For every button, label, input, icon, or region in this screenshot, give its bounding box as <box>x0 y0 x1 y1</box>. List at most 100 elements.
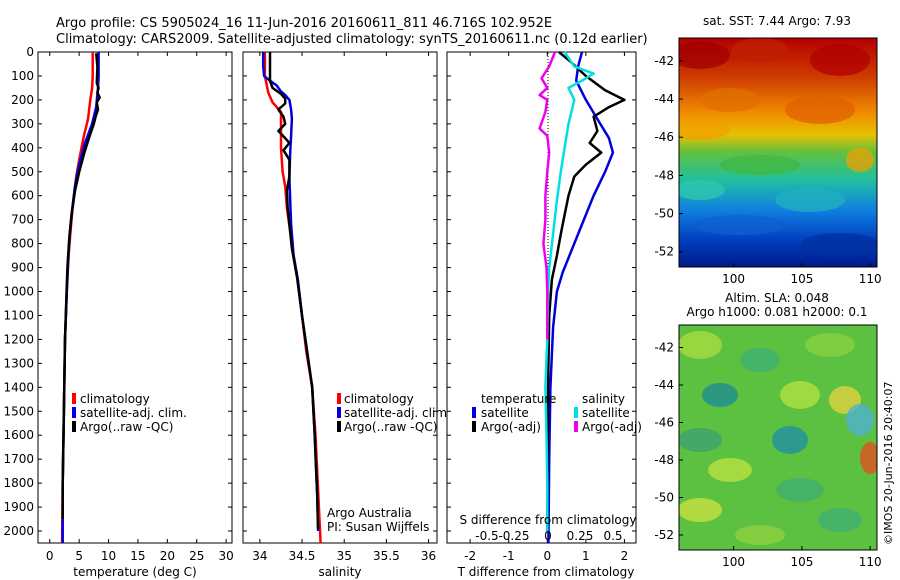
series-line <box>547 51 615 544</box>
map-xtick-label: 100 <box>722 555 745 569</box>
legend-s-argo: Argo(-adj) <box>582 420 642 434</box>
ytick-label: 1900 <box>3 500 34 514</box>
temperature-axes-box <box>37 51 233 544</box>
sla-texture <box>846 404 874 436</box>
ytick-label: 1400 <box>3 380 34 394</box>
sla-texture <box>708 458 752 482</box>
legend-swatch-s-satellite <box>574 407 578 418</box>
legend-climatology: climatology <box>344 392 414 406</box>
series-line <box>546 51 626 532</box>
xtick-label: 35 <box>337 549 352 563</box>
legend-climatology: climatology <box>80 392 150 406</box>
sst-frame <box>678 37 878 268</box>
copyright-stamp-svg: ©IMOS 20-Jun-2016 20:40:07 <box>882 381 895 545</box>
xtick-label: 25 <box>189 549 204 563</box>
legend-satellite: satellite-adj. clim. <box>80 406 187 420</box>
legend-t-argo: Argo(-adj) <box>481 420 541 434</box>
ytick-label: 700 <box>11 213 34 227</box>
ytick-label: 1600 <box>3 428 34 442</box>
ytick-label: 1000 <box>3 285 34 299</box>
map-ytick-label: -42 <box>654 341 674 355</box>
map-ytick-label: -48 <box>654 453 674 467</box>
agency-label: Argo Australia <box>327 506 412 520</box>
map-xtick-label: 110 <box>859 555 882 569</box>
ytick-label: 300 <box>11 117 34 131</box>
ytick-label: 600 <box>11 189 34 203</box>
sla-texture <box>805 333 855 357</box>
xtick-label: 2 <box>621 549 629 563</box>
map-ytick-label: -48 <box>654 168 674 182</box>
legend-header-temperature: temperature <box>481 392 556 406</box>
sst-texture <box>785 96 855 124</box>
sst-texture <box>775 188 845 212</box>
map-xtick-label: 105 <box>790 555 813 569</box>
difference-panel: -2 -1 0 1 2 temperature salinity satellite A… <box>446 51 642 579</box>
map-ytick-label: -50 <box>654 491 674 505</box>
s-diff-tick-label: -0.25 <box>498 529 529 543</box>
map-ytick-label: -52 <box>654 528 674 542</box>
salinity-xlabel: salinity <box>318 565 361 579</box>
series-line <box>268 52 320 529</box>
map-xtick-label: 105 <box>790 272 813 286</box>
map-ytick-label: -50 <box>654 207 674 221</box>
legend-swatch-satellite <box>72 407 76 418</box>
legend-satellite: satellite-adj. clim. <box>344 406 451 420</box>
series-line <box>61 53 101 519</box>
sst-texture <box>720 155 800 175</box>
temperature-xlabel: temperature (deg C) <box>73 565 196 579</box>
legend-swatch-argo <box>72 421 76 432</box>
legend-header-salinity: salinity <box>582 392 625 406</box>
sla-texture <box>860 442 877 474</box>
ytick-label: 900 <box>11 261 34 275</box>
s-diff-tick-label: 0 <box>544 529 552 543</box>
legend-s-satellite: satellite <box>582 406 630 420</box>
legend-argo: Argo(..raw -QC) <box>344 420 437 434</box>
sla-texture <box>776 478 824 502</box>
sla-texture <box>735 525 785 545</box>
xtick-label: 1 <box>582 549 590 563</box>
legend-swatch-climatology <box>72 393 76 404</box>
ytick-label: 1700 <box>3 452 34 466</box>
xtick-label: -2 <box>464 549 476 563</box>
temperature-panel: 0 5 10 15 20 25 300100200300400500600700800900… <box>3 45 233 579</box>
ytick-label: 1300 <box>3 356 34 370</box>
xtick-label: 15 <box>130 549 145 563</box>
sst-texture <box>800 233 877 257</box>
xtick-label: -1 <box>503 549 515 563</box>
s-diff-tick-label: -0.5 <box>475 529 498 543</box>
ytick-label: 800 <box>11 237 34 251</box>
map-ytick-label: -42 <box>654 54 674 68</box>
sla-texture <box>818 508 862 532</box>
salinity-panel: 34 34.5 35 35.5 36 climatology satellite-adj… <box>242 51 451 579</box>
t-diff-xlabel: T difference from climatology <box>457 565 635 579</box>
legend-swatch-satellite <box>337 407 341 418</box>
ytick-label: 1800 <box>3 476 34 490</box>
legend-t-satellite: satellite <box>481 406 529 420</box>
sst-texture <box>732 38 788 62</box>
sst-texture <box>810 44 870 76</box>
sla-texture <box>702 383 738 407</box>
ytick-label: 0 <box>26 45 34 59</box>
sla-map-panel: Altim. SLA: 0.048 Argo h1000: 0.081 h200… <box>654 291 881 569</box>
xtick-label: 10 <box>101 549 116 563</box>
sla-texture <box>679 428 722 452</box>
map-xtick-label: 110 <box>859 272 882 286</box>
sla-texture <box>772 426 808 454</box>
legend-swatch-t-satellite <box>472 407 476 418</box>
difference-axes-box <box>446 51 637 544</box>
header-line1: Argo profile: CS 5905024_16 11-Jun-2016 … <box>56 16 552 31</box>
ytick-label: 1500 <box>3 404 34 418</box>
copyright-stamp: ©IMOS 20-Jun-2016 20:40:07 <box>882 381 895 545</box>
map-ytick-label: -44 <box>654 92 674 106</box>
xtick-label: 0 <box>46 549 54 563</box>
map-ytick-label: -46 <box>654 130 674 144</box>
ytick-label: 2000 <box>3 524 34 538</box>
salinity-axes-box <box>242 51 438 544</box>
ytick-label: 1100 <box>3 308 34 322</box>
sla-texture <box>679 498 722 522</box>
xtick-label: 0 <box>543 549 551 563</box>
ytick-label: 200 <box>11 93 34 107</box>
sst-title: sat. SST: 7.44 Argo: 7.93 <box>703 14 851 28</box>
copyright-stamp-box: ©IMOS 20-Jun-2016 20:40:07 <box>878 348 898 548</box>
